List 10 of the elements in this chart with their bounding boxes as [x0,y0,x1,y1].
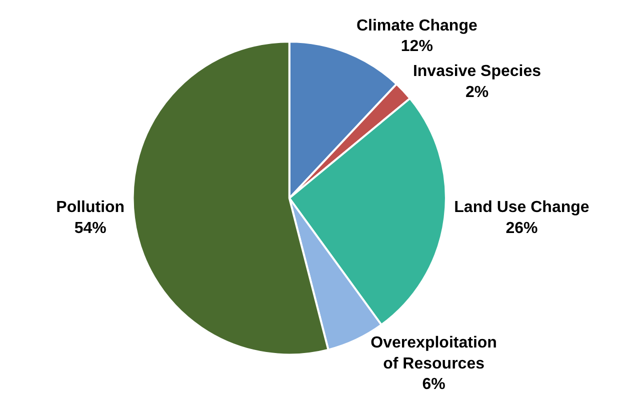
slice-label: Land Use Change [454,199,590,216]
data-label: 2% [465,84,489,102]
slice-label: Overexploitation of Resources [370,334,497,372]
slice-label: Invasive Species [412,63,542,80]
slice-label: Climate Change [356,17,478,34]
data-label: 54% [74,220,106,237]
slice-label: Pollution [56,199,125,216]
data-label: 26% [506,220,538,237]
data-label: 12% [400,38,433,56]
data-label: 6% [422,376,446,394]
